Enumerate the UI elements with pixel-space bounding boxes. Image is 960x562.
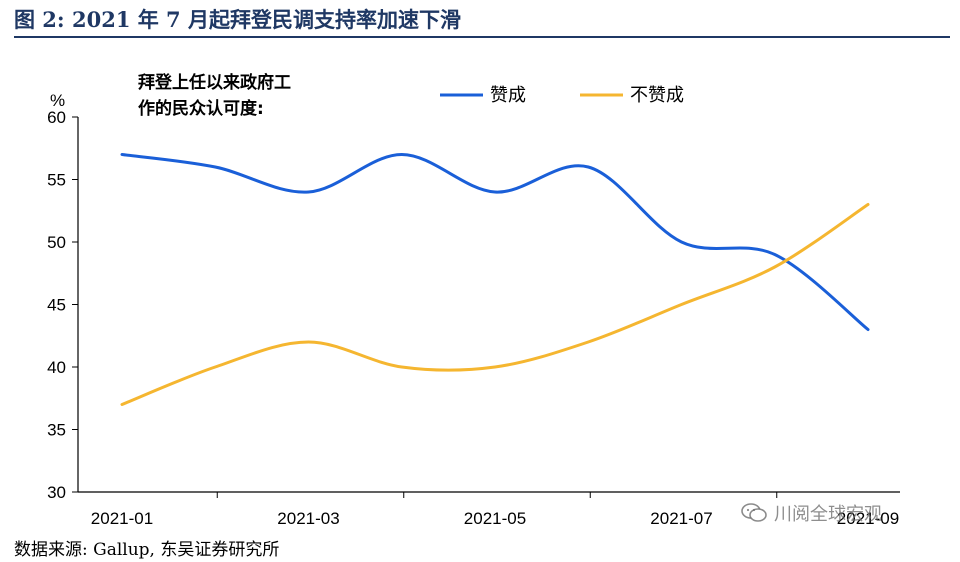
y-tick-label: 40 xyxy=(47,358,66,377)
watermark: 川阅全球宏观 xyxy=(740,500,882,526)
axes-layer xyxy=(72,116,900,498)
labels-layer: 30 35 40 45 50 55 60% 2021-01 2021-03 2021-05 2021… xyxy=(47,72,899,528)
y-tick-label: 35 xyxy=(47,421,66,440)
source-note: 数据来源: Gallup, 东吴证券研究所 xyxy=(14,540,280,560)
chart-annotation-line: 作的民众认可度: xyxy=(138,98,264,119)
y-axis-unit-label: % xyxy=(50,91,65,110)
y-tick-label: 55 xyxy=(47,171,66,190)
series-layer xyxy=(120,153,870,406)
x-tick-label: 2021-09 xyxy=(837,509,899,528)
x-tick-label: 2021-01 xyxy=(91,509,153,528)
chart-annotation-line: 拜登上任以来政府工 xyxy=(138,72,291,93)
x-tick-label: 2021-05 xyxy=(464,509,526,528)
title-rule xyxy=(14,36,950,38)
wechat-icon xyxy=(741,503,767,522)
series-line-1 xyxy=(120,153,870,331)
x-tick-label: 2021-07 xyxy=(650,509,712,528)
watermark-text: 川阅全球宏观 xyxy=(774,504,882,525)
figure-title: 图 2: 2021 年 7 月起拜登民调支持率加速下滑 xyxy=(14,7,461,32)
y-tick-label: 30 xyxy=(47,483,66,502)
chart-legend: 赞成 不赞成 xyxy=(440,85,684,106)
y-tick-label: 45 xyxy=(47,296,66,315)
y-tick-label: 60 xyxy=(47,108,66,127)
x-tick-label: 2021-03 xyxy=(277,509,339,528)
series-line-2 xyxy=(120,203,870,406)
legend-label: 不赞成 xyxy=(630,85,684,106)
y-tick-label: 50 xyxy=(47,233,66,252)
legend-label: 赞成 xyxy=(490,85,526,106)
